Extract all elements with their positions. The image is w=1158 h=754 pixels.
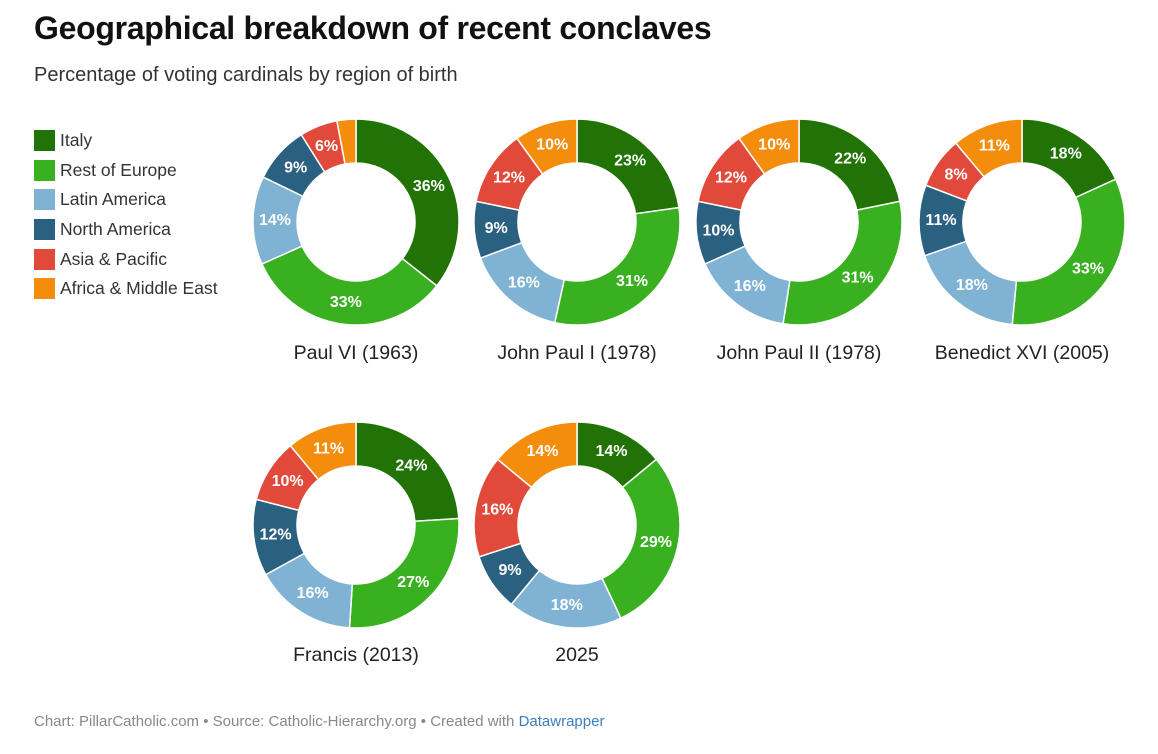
donut-john-paul-ii-1978: 22% 31% 16% 10% 12% 10% <box>695 118 903 326</box>
slice-label: 29% <box>640 534 672 551</box>
legend-label: Italy <box>60 130 93 151</box>
slice-label: 24% <box>395 458 427 475</box>
slice-label: 22% <box>834 151 866 168</box>
slice-label: 27% <box>397 574 429 591</box>
legend: Italy Rest of Europe Latin America North Am… <box>34 126 218 304</box>
legend-label: Rest of Europe <box>60 159 177 180</box>
slice-label: 12% <box>715 169 747 186</box>
slice-africa-middle-east <box>954 118 1023 178</box>
slice-rest-of-europe <box>782 200 903 326</box>
slice-label: 9% <box>498 562 521 579</box>
slice-label: 11% <box>979 137 1010 154</box>
donut-benedict-xvi-2005: 18% 33% 18% 11% 8% 11% <box>918 118 1126 326</box>
slice-label: 31% <box>616 273 648 290</box>
slice-label: 33% <box>1072 261 1104 278</box>
slice-rest-of-europe <box>1011 178 1126 326</box>
donut-2025: 14% 29% 18% 9% 16% 14% <box>473 421 681 629</box>
chart-caption: Francis (2013) <box>293 644 419 666</box>
slice-africa-middle-east <box>515 118 578 176</box>
slice-label: 10% <box>702 222 734 239</box>
chart-subtitle: Percentage of voting cardinals by region… <box>34 64 458 86</box>
slice-label: 11% <box>313 440 344 457</box>
slice-label: 16% <box>508 275 540 292</box>
footer: Chart: PillarCatholic.com • Source: Cath… <box>34 713 604 730</box>
slice-label: 10% <box>536 136 568 153</box>
slice-label: 36% <box>413 178 445 195</box>
slice-africa-middle-east <box>336 118 357 165</box>
slice-label: 18% <box>551 597 583 614</box>
legend-label: Africa & Middle East <box>60 278 218 299</box>
chart-caption: John Paul I (1978) <box>497 342 657 364</box>
slice-rest-of-europe <box>348 517 460 629</box>
datawrapper-link[interactable]: Datawrapper <box>518 713 605 730</box>
donut-paul-vi-1963: 36% 33% 14% 9% 6% <box>252 118 460 326</box>
legend-item-latin-america: Latin America <box>34 185 218 215</box>
legend-swatch <box>34 219 55 241</box>
slice-label: 11% <box>925 212 956 229</box>
slice-label: 12% <box>493 169 525 186</box>
legend-swatch <box>34 159 55 181</box>
legend-item-italy: Italy <box>34 126 218 156</box>
slice-label: 16% <box>297 585 329 602</box>
slice-rest-of-europe <box>601 458 681 620</box>
slice-africa-middle-east <box>496 421 578 489</box>
slice-rest-of-europe <box>553 206 681 326</box>
slice-italy <box>355 421 460 523</box>
chart-caption: Paul VI (1963) <box>293 342 419 364</box>
slice-label: 14% <box>595 443 627 460</box>
legend-label: Asia & Pacific <box>60 248 167 269</box>
slice-africa-middle-east <box>289 421 357 481</box>
slice-label: 6% <box>315 138 338 155</box>
donut-francis-2013: 24% 27% 16% 12% 10% 11% <box>252 421 460 629</box>
legend-item-africa-middle-east: Africa & Middle East <box>34 274 218 304</box>
slice-rest-of-europe <box>260 245 438 326</box>
legend-label: North America <box>60 219 171 240</box>
donut-charts: 36%33%14%9%6%23%31%16%9%12%10%22%31%16%1… <box>252 118 1126 629</box>
slice-label: 18% <box>1050 145 1082 162</box>
legend-swatch <box>34 130 55 152</box>
legend-swatch <box>34 248 55 270</box>
slice-label: 33% <box>330 294 362 311</box>
legend-item-rest-of-europe: Rest of Europe <box>34 156 218 186</box>
slice-label: 10% <box>272 473 304 490</box>
footer-text: Chart: PillarCatholic.com • Source: Cath… <box>34 713 519 730</box>
slice-label: 9% <box>284 159 307 176</box>
legend-label: Latin America <box>60 189 167 210</box>
slice-label: 14% <box>259 212 291 229</box>
legend-item-asia-pacific: Asia & Pacific <box>34 244 218 274</box>
donut-john-paul-i-1978: 23% 31% 16% 9% 12% 10% <box>473 118 681 326</box>
slice-label: 12% <box>260 527 292 544</box>
chart-title: Geographical breakdown of recent conclav… <box>34 10 712 46</box>
slice-label: 10% <box>758 136 790 153</box>
slice-label: 31% <box>842 269 874 286</box>
chart-caption: John Paul II (1978) <box>716 342 882 364</box>
legend-swatch <box>34 278 55 300</box>
legend-swatch <box>34 189 55 211</box>
slice-label: 16% <box>734 278 766 295</box>
slice-italy <box>355 118 460 287</box>
chart-caption: Benedict XVI (2005) <box>934 342 1110 364</box>
slice-label: 23% <box>614 152 646 169</box>
chart-caption: 2025 <box>555 644 599 666</box>
slice-label: 9% <box>485 220 508 237</box>
slice-africa-middle-east <box>737 118 800 176</box>
slice-label: 16% <box>481 501 513 518</box>
slice-label: 14% <box>526 443 558 460</box>
legend-item-north-america: North America <box>34 215 218 245</box>
slice-label: 8% <box>944 167 967 184</box>
slice-label: 18% <box>956 277 988 294</box>
